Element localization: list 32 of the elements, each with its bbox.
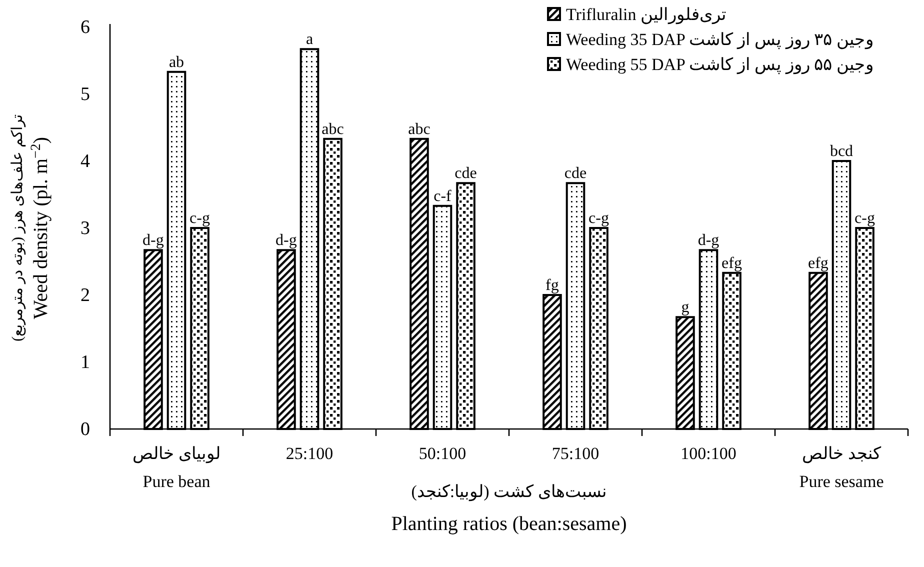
- data-label: d-g: [276, 232, 297, 250]
- data-label: abc: [322, 120, 344, 138]
- legend-label: Trifluralin تری‌فلورالین: [566, 5, 726, 25]
- legend-label: Weeding 55 DAP وجین ۵۵ روز پس از کاشت: [566, 55, 874, 75]
- y-tick-label: 4: [80, 150, 90, 172]
- data-label: efg: [722, 254, 742, 272]
- data-label: c-g: [190, 210, 210, 227]
- data-label: bcd: [830, 143, 854, 160]
- data-label: cde: [454, 165, 477, 182]
- x-tick-label: 50:100: [418, 444, 466, 463]
- data-label: cde: [564, 165, 587, 182]
- y-tick-label: 6: [80, 16, 90, 38]
- y-tick-label: 5: [80, 84, 90, 104]
- y-tick-label: 0: [80, 418, 90, 440]
- data-label: ab: [168, 54, 184, 71]
- data-label: fg: [546, 277, 559, 294]
- data-label: abc: [408, 120, 430, 138]
- y-tick-label: 2: [80, 284, 90, 306]
- data-label: d-g: [698, 232, 720, 250]
- data-label: c-g: [854, 210, 875, 227]
- data-label: c-g: [588, 210, 609, 227]
- data-label: d-g: [142, 232, 164, 250]
- y-tick-label: 3: [80, 218, 90, 238]
- y-tick-label: 1: [80, 352, 90, 372]
- data-label: efg: [808, 254, 828, 272]
- x-tick-label: 25:100: [286, 444, 334, 463]
- x-tick-label: 75:100: [552, 444, 600, 463]
- legend-label: Weeding 35 DAP وجین ۳۵ روز پس از کاشت: [566, 30, 874, 50]
- x-tick-label: 100:100: [680, 444, 736, 463]
- data-label: c-f: [434, 188, 452, 205]
- data-label: a: [306, 31, 314, 48]
- data-label: g: [681, 299, 690, 316]
